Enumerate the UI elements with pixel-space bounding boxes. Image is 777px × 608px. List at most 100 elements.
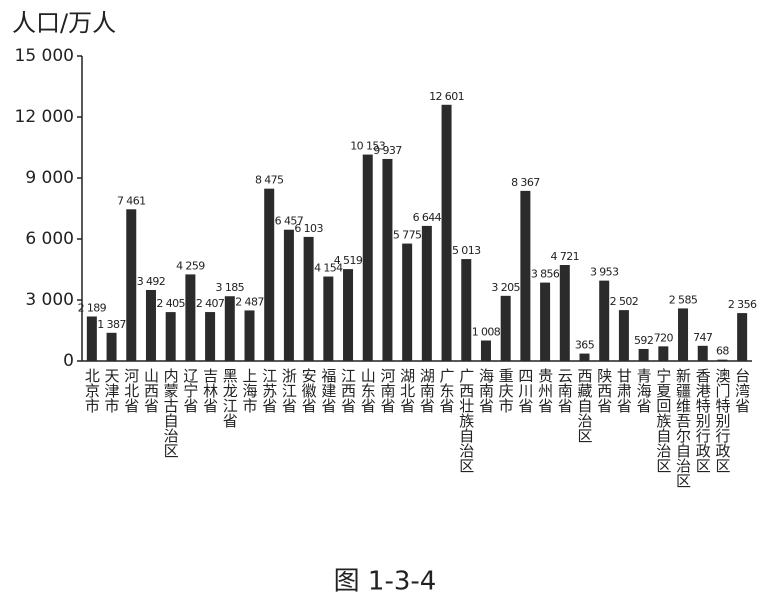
value-label: 10 153 — [350, 140, 385, 153]
bar — [579, 353, 590, 361]
bar — [500, 295, 511, 361]
x-tick-label: 香港特别行政区 — [694, 368, 712, 473]
x-tick-label: 云南省 — [556, 368, 574, 413]
value-label: 2 585 — [669, 293, 698, 306]
bar — [658, 346, 669, 361]
value-label: 4 519 — [334, 254, 363, 267]
value-label: 8 475 — [255, 174, 284, 187]
bar — [717, 359, 728, 361]
value-label: 2 407 — [196, 297, 225, 310]
value-label: 12 601 — [429, 90, 464, 103]
value-label: 2 502 — [610, 295, 639, 308]
x-tick-label: 辽宁省 — [181, 368, 199, 413]
bar — [224, 296, 235, 361]
value-label: 4 154 — [314, 262, 343, 275]
x-tick-label: 宁夏回族自治区 — [654, 368, 672, 473]
x-tick-label: 陕西省 — [595, 368, 613, 413]
bar — [402, 243, 413, 361]
bar — [618, 310, 629, 361]
bar — [165, 312, 176, 361]
y-tick-label: 6 000 — [25, 229, 74, 249]
y-tick-label: 3 000 — [25, 290, 74, 310]
bar — [205, 312, 216, 361]
bar — [599, 280, 610, 361]
x-tick-label: 青海省 — [635, 368, 653, 413]
chart-caption: 图 1-3-4 — [334, 567, 437, 597]
x-tick-label: 新疆维吾尔自治区 — [674, 368, 692, 488]
bar — [283, 229, 294, 361]
y-tick-label: 15 000 — [15, 46, 74, 66]
value-label: 4 721 — [551, 250, 580, 263]
x-tick-label: 湖北省 — [398, 368, 416, 413]
value-label: 6 103 — [294, 222, 323, 235]
bar — [343, 269, 354, 361]
value-label: 2 356 — [728, 298, 757, 311]
bar — [86, 316, 97, 361]
value-label: 8 367 — [511, 176, 540, 189]
x-tick-label: 黑龙江省 — [221, 368, 239, 428]
value-label: 2 487 — [235, 295, 264, 308]
value-label: 1 008 — [472, 326, 501, 339]
value-label: 5 775 — [393, 229, 422, 242]
value-label: 2 405 — [156, 297, 185, 310]
bar — [421, 225, 432, 361]
y-tick-label: 0 — [63, 351, 74, 371]
bar — [185, 274, 196, 361]
value-label: 1 387 — [97, 318, 126, 331]
bar — [362, 154, 373, 361]
bar — [480, 340, 491, 361]
bar — [697, 345, 708, 361]
x-tick-label: 天津市 — [103, 368, 121, 413]
x-tick-label: 湖南省 — [418, 368, 436, 413]
value-label: 3 205 — [491, 281, 520, 294]
value-label: 6 457 — [275, 215, 304, 228]
bar — [323, 276, 334, 361]
value-label: 6 644 — [413, 211, 442, 224]
x-tick-label: 甘肃省 — [615, 368, 633, 413]
bar — [106, 332, 117, 361]
bar — [520, 190, 531, 361]
x-tick-label: 台湾省 — [733, 368, 751, 413]
value-label: 9 937 — [373, 144, 402, 157]
x-tick-label: 江西省 — [339, 368, 357, 413]
bar — [461, 259, 472, 361]
bar — [540, 282, 551, 361]
value-label: 747 — [693, 331, 713, 344]
bar — [678, 308, 689, 361]
value-label: 592 — [634, 334, 653, 347]
bar — [441, 104, 452, 361]
bar — [559, 265, 570, 361]
x-tick-label: 北京市 — [83, 368, 101, 413]
x-tick-label: 安徽省 — [300, 368, 318, 413]
y-tick-label: 9 000 — [25, 168, 74, 188]
y-tick-label: 12 000 — [15, 107, 74, 127]
bar — [244, 310, 255, 361]
x-tick-label: 吉林省 — [201, 368, 219, 413]
value-label: 2 189 — [78, 301, 107, 314]
x-tick-label: 浙江省 — [280, 368, 298, 413]
x-tick-label: 河南省 — [378, 368, 396, 413]
x-tick-label: 广东省 — [438, 368, 456, 413]
value-label: 3 953 — [590, 266, 619, 279]
x-tick-label: 广西壮族自治区 — [457, 368, 475, 473]
x-tick-label: 江苏省 — [260, 368, 278, 413]
x-tick-label: 四川省 — [516, 368, 534, 413]
bar — [303, 236, 314, 361]
x-tick-label: 贵州省 — [536, 368, 554, 413]
x-tick-label: 上海市 — [241, 368, 259, 413]
value-label: 3 185 — [216, 281, 245, 294]
bar — [126, 209, 137, 361]
x-tick-label: 澳门特别行政区 — [713, 368, 731, 473]
bar — [145, 289, 156, 361]
bar — [638, 348, 649, 361]
bar — [264, 188, 275, 361]
x-tick-label: 海南省 — [477, 368, 495, 413]
value-label: 5 013 — [452, 244, 481, 257]
bar — [737, 313, 748, 361]
value-label: 720 — [654, 331, 674, 344]
bar — [382, 158, 393, 361]
value-label: 365 — [575, 339, 595, 352]
x-tick-label: 重庆市 — [497, 368, 515, 413]
value-label: 3 492 — [137, 275, 166, 288]
